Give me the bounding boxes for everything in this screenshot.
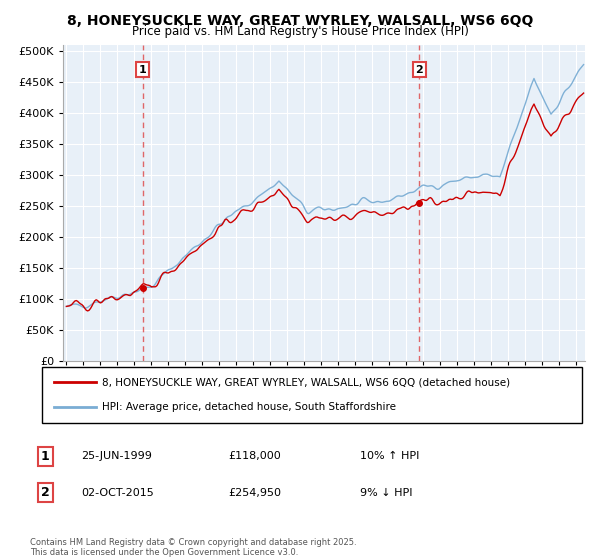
Text: 10% ↑ HPI: 10% ↑ HPI [360,451,419,461]
Text: 1: 1 [139,64,146,74]
Text: 25-JUN-1999: 25-JUN-1999 [81,451,152,461]
Text: £254,950: £254,950 [228,488,281,498]
Text: 8, HONEYSUCKLE WAY, GREAT WYRLEY, WALSALL, WS6 6QQ: 8, HONEYSUCKLE WAY, GREAT WYRLEY, WALSAL… [67,14,533,28]
Text: 02-OCT-2015: 02-OCT-2015 [81,488,154,498]
Text: HPI: Average price, detached house, South Staffordshire: HPI: Average price, detached house, Sout… [102,402,396,412]
Text: £118,000: £118,000 [228,451,281,461]
Text: Contains HM Land Registry data © Crown copyright and database right 2025.
This d: Contains HM Land Registry data © Crown c… [30,538,356,557]
Text: 2: 2 [415,64,423,74]
Text: Price paid vs. HM Land Registry's House Price Index (HPI): Price paid vs. HM Land Registry's House … [131,25,469,38]
Text: 8, HONEYSUCKLE WAY, GREAT WYRLEY, WALSALL, WS6 6QQ (detached house): 8, HONEYSUCKLE WAY, GREAT WYRLEY, WALSAL… [102,377,510,388]
Text: 2: 2 [41,486,49,500]
Text: 1: 1 [41,450,49,463]
Text: 9% ↓ HPI: 9% ↓ HPI [360,488,413,498]
